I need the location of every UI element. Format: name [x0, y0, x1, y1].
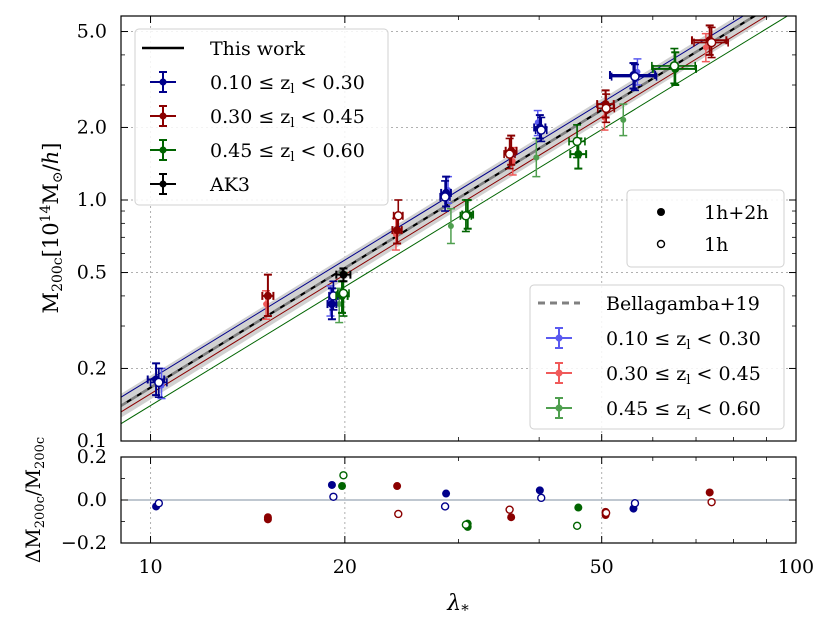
legend-marker — [555, 334, 563, 342]
fit-line — [121, 16, 745, 398]
legend-marker — [159, 180, 167, 188]
residual-marker-filled — [393, 482, 402, 491]
residual-marker-open — [537, 493, 546, 503]
data-marker-open — [630, 71, 640, 82]
x-tick-label: 10 — [138, 556, 162, 578]
data-marker-filled — [393, 226, 402, 235]
legend-open-dot — [656, 239, 666, 249]
fit-line — [121, 16, 758, 407]
legend-profile-entry-label: 1h — [704, 234, 728, 256]
bellagamba-marker — [702, 44, 709, 51]
y-tick-label: 5.0 — [77, 21, 107, 43]
top-y-ticks: 0.1 0.2 0.5 1.0 2.0 5.0 — [77, 21, 796, 452]
y-tick-label: 1.0 — [77, 189, 107, 211]
residual-marker-filled — [327, 480, 336, 489]
fit-line — [121, 16, 789, 425]
bellagamba-marker — [533, 154, 540, 161]
confidence-band-area — [121, 16, 772, 418]
data-marker-open — [601, 103, 611, 114]
residual-marker-open — [461, 520, 471, 529]
residual-marker-filled — [338, 482, 347, 491]
legend-main-entry-label: This work — [210, 38, 306, 60]
x-axis: 10 20 50 100 — [120, 16, 814, 578]
legend-profile: 1h+2h 1h — [626, 189, 785, 268]
y-tick-label: 0.2 — [77, 446, 107, 468]
x-tick-label: 100 — [778, 556, 814, 578]
data-marker-open — [440, 192, 450, 202]
bottom-grid — [121, 457, 796, 543]
legend-main-entry-label: AK3 — [209, 174, 250, 196]
legend-main-entry-label: 0.45 ≤ zl < 0.60 — [210, 140, 365, 165]
legend-comparison-entry-label: Bellagamba+19 — [606, 293, 760, 315]
y-tick-label: 0.0 — [77, 489, 107, 511]
data-marker-open — [393, 211, 404, 221]
bottom-y-axis-label: ΔM200c/M200c — [21, 437, 48, 563]
residual-marker-filled — [705, 488, 714, 497]
residual-marker-open — [339, 471, 348, 480]
residual-marker-open — [572, 521, 582, 530]
residual-marker-open — [505, 505, 514, 514]
legend-main-entry-label: 0.10 ≤ zl < 0.30 — [210, 72, 365, 97]
legend-box — [626, 189, 785, 268]
confidence-band — [121, 16, 772, 418]
legend-marker — [555, 369, 563, 377]
legend-marker — [555, 404, 563, 412]
residual-marker-filled — [574, 503, 583, 512]
legend-marker — [159, 146, 167, 154]
data-marker-open — [706, 37, 717, 48]
legend-box — [134, 28, 389, 206]
data-marker-filled — [339, 270, 348, 279]
legend-profile-entry-label: 1h+2h — [704, 202, 769, 224]
legend-comparison-entry-label: 0.10 ≤ zl < 0.30 — [606, 328, 761, 353]
y-tick-label: 0.5 — [77, 262, 107, 284]
residual-marker-filled — [535, 486, 544, 495]
data-marker-open — [572, 136, 582, 147]
legend-comparison-entry-label: 0.45 ≤ zl < 0.60 — [606, 398, 761, 423]
x-axis-label: λ* — [446, 591, 469, 619]
data-marker-open — [504, 149, 515, 159]
legend-marker — [159, 112, 167, 120]
x-tick-label: 20 — [333, 556, 357, 578]
bellagamba-marker — [620, 116, 627, 123]
residual-marker-filled — [263, 515, 272, 524]
residual-marker-filled — [507, 513, 516, 522]
residual-marker-open — [154, 499, 164, 508]
data-marker-filled — [263, 291, 272, 300]
bottom-y-ticks: −0.2 0.0 0.2 — [61, 446, 796, 554]
bottom-panel: −0.2 0.0 0.2 ΔM200c/M200c — [21, 437, 797, 563]
legend-box — [529, 284, 785, 430]
residual-marker-filled — [442, 489, 451, 498]
top-y-axis-label: M200c[1014M⊙/h] — [38, 143, 66, 314]
y-tick-label: 0.2 — [77, 357, 107, 379]
x-tick-label: 50 — [590, 556, 614, 578]
bellagamba-marker — [336, 301, 343, 308]
bellagamba-marker — [447, 222, 454, 229]
y-tick-label: 2.0 — [77, 116, 107, 138]
residual-marker-open — [440, 502, 450, 511]
data-marker-open — [669, 61, 680, 71]
legend-main: This work 0.10 ≤ zl < 0.30 0.30 ≤ zl < 0.4… — [134, 28, 389, 206]
fit-line — [121, 16, 768, 413]
legend-filled-dot — [657, 208, 665, 216]
legend-comparison: Bellagamba+19 0.10 ≤ zl < 0.30 0.30 ≤ zl <… — [529, 284, 785, 430]
residual-marker-open — [329, 492, 338, 501]
y-tick-label: −0.2 — [61, 532, 107, 554]
residual-marker-open — [630, 499, 640, 508]
data-marker-filled — [327, 300, 336, 309]
legend-comparison-entry-label: 0.30 ≤ zl < 0.45 — [606, 363, 761, 388]
legend-main-entry-label: 0.30 ≤ zl < 0.45 — [210, 106, 365, 131]
legend-marker — [159, 78, 167, 86]
data-marker-open — [536, 125, 546, 135]
data-marker-open — [338, 288, 349, 299]
residual-marker-open — [707, 497, 716, 507]
data-marker-open — [461, 211, 471, 221]
fit-lines — [121, 16, 789, 425]
y-tick-label: 0.1 — [77, 430, 107, 452]
data-marker-open — [154, 377, 164, 388]
data-points — [146, 24, 729, 400]
residual-marker-open — [601, 508, 611, 518]
residual-marker-open — [394, 509, 403, 519]
residual-points — [152, 471, 716, 531]
